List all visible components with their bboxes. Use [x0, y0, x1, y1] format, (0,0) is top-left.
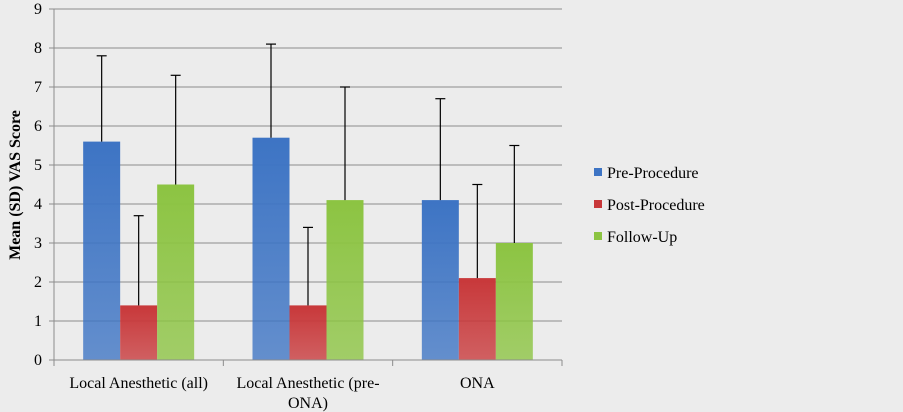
legend-label-pre-procedure: Pre-Procedure: [607, 165, 699, 182]
y-tick-label: 2: [34, 274, 42, 291]
x-axis-categories: Local Anesthetic (all) Local Anesthetic (…: [69, 375, 495, 412]
bar-post-procedure-1: [289, 305, 327, 360]
y-tick-label: 7: [34, 79, 42, 96]
y-axis-ticks: 0 1 2 3 4 5 6 7 8 9: [34, 1, 54, 369]
legend-swatch-follow-up: [594, 232, 602, 240]
legend-swatch-pre-procedure: [594, 168, 602, 176]
y-tick-label: 0: [34, 352, 42, 369]
bar-post-procedure-2: [458, 278, 496, 360]
legend-swatch-post-procedure: [594, 200, 602, 208]
y-tick-label: 3: [34, 235, 42, 252]
bar-pre-procedure-0: [83, 141, 121, 360]
bar-post-procedure-0: [120, 305, 158, 360]
y-tick-label: 9: [34, 1, 42, 18]
y-tick-label: 5: [34, 157, 42, 174]
legend-label-post-procedure: Post-Procedure: [607, 197, 705, 214]
bar-pre-procedure-1: [252, 137, 290, 360]
y-tick-label: 4: [34, 196, 42, 213]
bars: [83, 137, 533, 360]
error-bars: [96, 43, 520, 306]
y-tick-label: 6: [34, 118, 42, 135]
y-axis-label: Mean (SD) VAS Score: [7, 110, 24, 260]
axes: [53, 9, 563, 366]
bar-follow-up-1: [326, 200, 364, 360]
legend-label-follow-up: Follow-Up: [607, 229, 677, 246]
legend: Pre-Procedure Post-Procedure Follow-Up: [594, 165, 705, 246]
x-category-label: ONA: [460, 375, 495, 392]
bar-follow-up-0: [157, 184, 195, 360]
bar-pre-procedure-2: [421, 200, 459, 360]
x-category-label: Local Anesthetic (pre-ONA): [236, 375, 379, 412]
y-tick-label: 8: [34, 40, 42, 57]
bar-follow-up-2: [495, 243, 533, 360]
x-category-label: Local Anesthetic (all): [69, 375, 208, 392]
y-tick-label: 1: [34, 313, 42, 330]
